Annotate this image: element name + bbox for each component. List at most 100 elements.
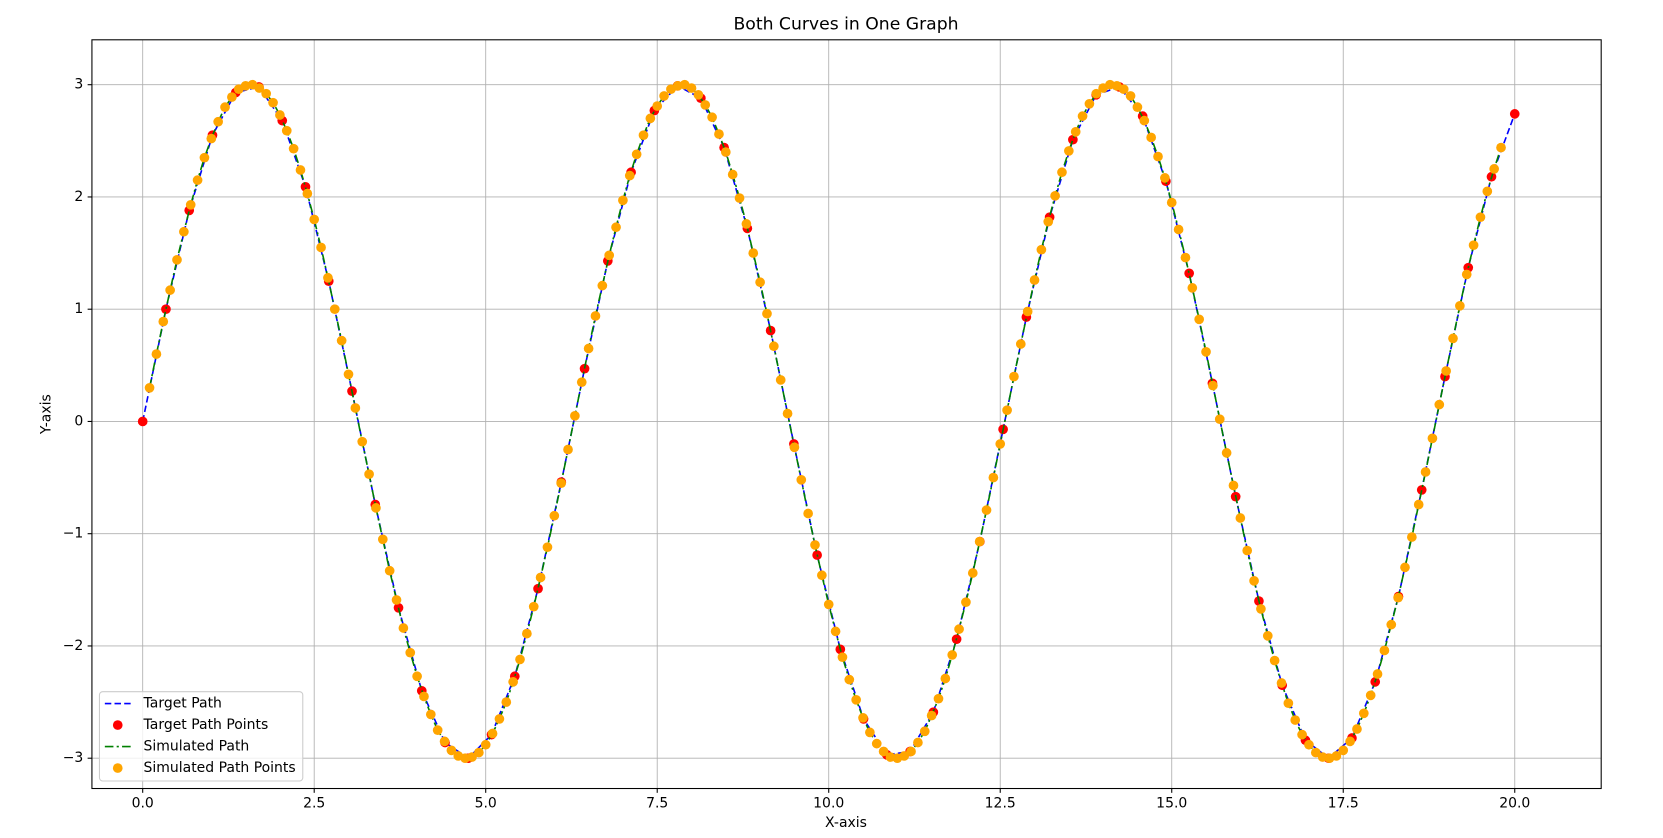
- data-point: [1043, 216, 1054, 227]
- data-point: [762, 308, 772, 319]
- data-point: [1468, 240, 1479, 251]
- data-point: [377, 534, 388, 545]
- data-point: [533, 583, 543, 594]
- data-point: [1386, 619, 1397, 630]
- x-tick-label: 10.0: [813, 796, 844, 812]
- data-point: [858, 712, 868, 723]
- data-point: [1022, 306, 1033, 317]
- data-point: [1455, 300, 1465, 311]
- data-point: [542, 542, 553, 553]
- data-point: [576, 377, 587, 388]
- data-point: [782, 408, 793, 419]
- data-point: [1276, 678, 1287, 688]
- data-point: [926, 710, 937, 721]
- data-point: [693, 89, 704, 100]
- data-point: [1379, 645, 1390, 656]
- data-point: [1509, 109, 1520, 119]
- data-point: [302, 188, 313, 199]
- data-point: [803, 508, 813, 519]
- data-point: [1091, 88, 1102, 99]
- plot-frame: [91, 39, 1602, 790]
- data-point: [323, 272, 333, 283]
- data-point: [817, 570, 827, 581]
- data-point: [734, 193, 745, 203]
- data-point: [480, 739, 491, 750]
- data-point: [1015, 339, 1026, 349]
- data-point: [796, 474, 807, 485]
- data-point: [1235, 513, 1246, 523]
- data-point: [1070, 127, 1081, 137]
- x-tick-label: 20.0: [1499, 796, 1530, 812]
- legend-label: Simulated Path Points: [144, 760, 296, 776]
- data-point: [1427, 433, 1438, 444]
- data-point: [1262, 631, 1273, 641]
- data-point: [700, 100, 711, 110]
- data-point: [508, 677, 518, 687]
- data-point: [398, 623, 409, 633]
- data-point: [371, 503, 381, 513]
- data-point: [810, 540, 820, 550]
- data-point: [981, 505, 992, 515]
- data-point: [823, 599, 834, 610]
- x-tick-label: 12.5: [985, 796, 1016, 812]
- data-point: [261, 88, 272, 99]
- data-point: [727, 169, 738, 180]
- data-point: [1482, 186, 1493, 197]
- data-point: [144, 382, 155, 393]
- data-point: [1358, 708, 1369, 719]
- data-point: [995, 439, 1006, 449]
- data-point: [1372, 669, 1383, 679]
- data-point: [206, 133, 217, 144]
- data-point: [288, 143, 299, 154]
- data-point: [652, 101, 663, 111]
- data-point: [659, 91, 669, 101]
- data-point: [597, 280, 608, 291]
- data-point: [1063, 146, 1074, 156]
- data-point: [947, 650, 958, 660]
- data-point: [899, 751, 910, 761]
- data-point: [769, 341, 779, 352]
- data-point: [686, 83, 697, 93]
- data-point: [1184, 268, 1195, 279]
- data-point: [556, 478, 567, 489]
- data-point: [1057, 167, 1067, 178]
- data-point: [1393, 592, 1403, 603]
- data-point: [714, 129, 724, 139]
- y-tick-label: −1: [63, 526, 84, 542]
- data-point: [1304, 739, 1314, 750]
- legend-box: [98, 691, 304, 782]
- data-point: [1173, 224, 1184, 235]
- data-point: [1461, 269, 1472, 280]
- y-axis-label: Y-axis: [39, 394, 55, 435]
- data-point: [913, 737, 923, 748]
- data-point: [1283, 698, 1294, 709]
- data-point: [275, 110, 285, 120]
- data-point: [522, 628, 532, 639]
- data-point: [192, 175, 203, 185]
- data-point: [1029, 275, 1040, 285]
- data-point: [1420, 467, 1431, 477]
- data-point: [865, 727, 875, 738]
- data-point: [631, 149, 642, 160]
- data-point: [1249, 576, 1259, 586]
- data-point: [906, 746, 916, 757]
- data-point: [940, 673, 951, 684]
- data-point: [720, 147, 731, 157]
- chart-title: Both Curves in One Graph: [733, 15, 958, 35]
- data-point: [316, 242, 326, 253]
- data-point: [1214, 414, 1225, 425]
- data-point: [638, 130, 649, 141]
- data-point: [775, 375, 786, 385]
- data-point: [549, 510, 560, 521]
- data-point: [199, 152, 210, 163]
- data-point: [1441, 366, 1451, 376]
- data-point: [1084, 98, 1095, 109]
- data-point: [563, 444, 573, 455]
- legend-marker: [112, 720, 123, 730]
- data-point: [467, 752, 477, 762]
- data-point: [268, 97, 278, 108]
- data-point: [1331, 751, 1342, 761]
- data-point: [227, 92, 237, 102]
- data-point: [254, 83, 265, 93]
- data-point: [1290, 715, 1301, 725]
